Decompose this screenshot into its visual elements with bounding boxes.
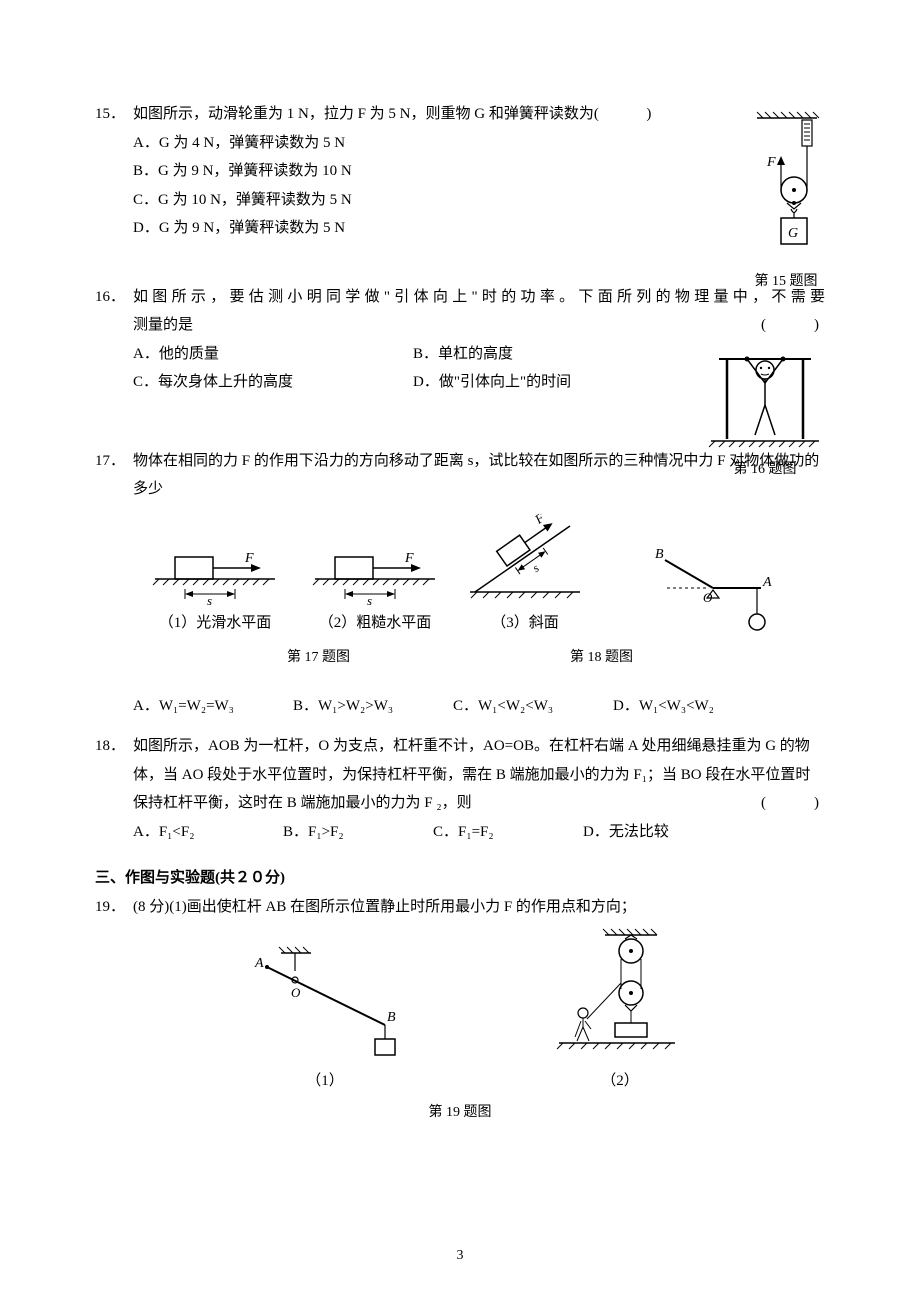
q19-number: 19． (95, 893, 133, 922)
q18-number: 18． (95, 732, 133, 761)
q16-opt-a: A．他的质量 (133, 340, 413, 369)
q15-figure: F G 第 15 题图 (747, 110, 825, 296)
q15-opt-c: C．G 为 10 N，弹簧秤读数为 5 N (133, 186, 825, 215)
q17-number: 17． (95, 447, 133, 476)
q17-figures: F s （1）光滑水平面 (95, 514, 825, 638)
q16-stem: 如图所示，要估测小明同学做"引体向上"时的功率。下面所列的物理量中，不需要 测量… (133, 283, 825, 340)
svg-text:A: A (762, 575, 772, 590)
svg-text:s: s (207, 593, 212, 608)
section-3-heading: 三、作图与实验题(共２０分) (95, 864, 825, 893)
pullup-diagram (705, 343, 825, 453)
pulley-diagram: F G (747, 110, 825, 265)
q15-opt-a: A．G 为 4 N，弹簧秤读数为 5 N (133, 129, 825, 158)
q18-opt-c: C．F₁=F₂ (433, 818, 583, 847)
svg-text:F: F (244, 551, 254, 566)
q19-stem: (8 分)(1)画出使杠杆 AB 在图所示位置静止时所用最小力 F 的作用点和方… (133, 893, 825, 922)
q16-paren: ( ) (761, 311, 825, 340)
q18-opt-d: D．无法比较 (583, 818, 733, 847)
q17-stem: 物体在相同的力 F 的作用下沿力的方向移动了距离 s，试比较在如图所示的三种情况… (133, 447, 825, 504)
q18-stem: 如图所示，AOB 为一杠杆，O 为支点，杠杆重不计，AO=OB。在杠杆右端 A … (133, 732, 825, 818)
q17-opt-c: C．W₁<W₂<W₃ (453, 692, 613, 721)
q19-fig1: A O B （1） (225, 927, 425, 1096)
q17-opt-d: D．W₁<W₃<W₂ (613, 692, 773, 721)
q17-opt-a: A．W₁=W₂=W₃ (133, 692, 293, 721)
q19-fig2: （2） (545, 927, 695, 1096)
q15-stem: 如图所示，动滑轮重为 1 N，拉力 F 为 5 N，则重物 G 和弹簧秤读数为(… (133, 100, 733, 129)
q15-number: 15． (95, 100, 133, 129)
q17-fig1: F s （1）光滑水平面 (145, 529, 285, 638)
q15-opt-b: B．G 为 9 N，弹簧秤读数为 10 N (133, 157, 825, 186)
q18-options: A．F₁<F₂ B．F₁>F₂ C．F₁=F₂ D．无法比较 (95, 818, 825, 847)
q19-figures: A O B （1） (95, 927, 825, 1096)
q17-fig2: F s （2）粗糙水平面 (305, 529, 445, 638)
q18-opt-b: B．F₁>F₂ (283, 818, 433, 847)
page-number: 3 (0, 1243, 920, 1270)
question-16: 16． 如图所示，要估测小明同学做"引体向上"时的功率。下面所列的物理量中，不需… (95, 283, 825, 397)
svg-text:F: F (404, 551, 414, 566)
q17-fig3: F s （3）斜面 (465, 514, 585, 638)
q18-caption: 第 18 题图 (570, 645, 633, 672)
svg-text:A: A (254, 956, 264, 971)
svg-text:F: F (766, 155, 776, 170)
svg-text:B: B (655, 547, 664, 562)
question-18: 18． 如图所示，AOB 为一杠杆，O 为支点，杠杆重不计，AO=OB。在杠杆右… (95, 732, 825, 846)
svg-text:O: O (291, 985, 301, 1000)
q18-paren: ( ) (761, 789, 825, 818)
q15-opt-d: D．G 为 9 N，弹簧秤读数为 5 N (133, 214, 825, 243)
question-19: 19．(8 分)(1)画出使杠杆 AB 在图所示位置静止时所用最小力 F 的作用… (95, 893, 825, 1127)
q18-figure: B A O (635, 542, 775, 637)
svg-text:s: s (530, 560, 542, 574)
svg-text:O: O (703, 590, 713, 605)
q16-number: 16． (95, 283, 133, 312)
svg-text:B: B (387, 1010, 396, 1025)
q17-options: A．W₁=W₂=W₃ B．W₁>W₂>W₃ C．W₁<W₂<W₃ D．W₁<W₃… (95, 692, 825, 721)
q17-caption: 第 17 题图 (287, 645, 350, 672)
question-15: 15． 如图所示，动滑轮重为 1 N，拉力 F 为 5 N，则重物 G 和弹簧秤… (95, 100, 825, 243)
q16-opt-c: C．每次身体上升的高度 (133, 368, 413, 397)
question-17: 17．物体在相同的力 F 的作用下沿力的方向移动了距离 s，试比较在如图所示的三… (95, 447, 825, 721)
q18-opt-a: A．F₁<F₂ (133, 818, 283, 847)
svg-text:G: G (788, 226, 798, 241)
q15-options: A．G 为 4 N，弹簧秤读数为 5 N B．G 为 9 N，弹簧秤读数为 10… (95, 129, 825, 243)
svg-text:s: s (367, 593, 372, 608)
q17-opt-b: B．W₁>W₂>W₃ (293, 692, 453, 721)
q19-caption: 第 19 题图 (95, 1100, 825, 1127)
